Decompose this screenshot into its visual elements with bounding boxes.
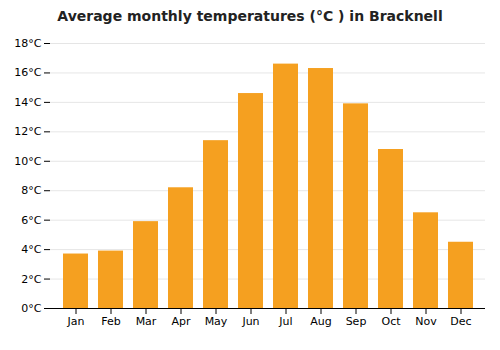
svg-text:Jan: Jan xyxy=(67,315,85,328)
svg-text:Dec: Dec xyxy=(450,315,471,328)
svg-text:0°C: 0°C xyxy=(21,302,41,315)
svg-text:10°C: 10°C xyxy=(14,155,41,168)
svg-text:Nov: Nov xyxy=(415,315,437,328)
svg-text:12°C: 12°C xyxy=(14,125,41,138)
svg-text:4°C: 4°C xyxy=(21,243,41,256)
svg-text:Jul: Jul xyxy=(278,315,292,328)
svg-text:Jun: Jun xyxy=(241,315,259,328)
svg-text:2°C: 2°C xyxy=(21,273,41,286)
svg-text:Mar: Mar xyxy=(136,315,157,328)
svg-text:8°C: 8°C xyxy=(21,184,41,197)
svg-text:Oct: Oct xyxy=(381,315,401,328)
svg-text:14°C: 14°C xyxy=(14,96,41,109)
svg-text:16°C: 16°C xyxy=(14,66,41,79)
svg-text:18°C: 18°C xyxy=(14,37,41,50)
html-text:Average monthly temperatures (: Average monthly temperatures (°C ) in Br… xyxy=(57,8,443,24)
svg-text:Apr: Apr xyxy=(171,315,191,328)
svg-text:Sep: Sep xyxy=(346,315,367,328)
svg-text:Feb: Feb xyxy=(101,315,120,328)
svg-text:Aug: Aug xyxy=(310,315,331,328)
svg-text:6°C: 6°C xyxy=(21,214,41,227)
svg-text:May: May xyxy=(205,315,228,328)
